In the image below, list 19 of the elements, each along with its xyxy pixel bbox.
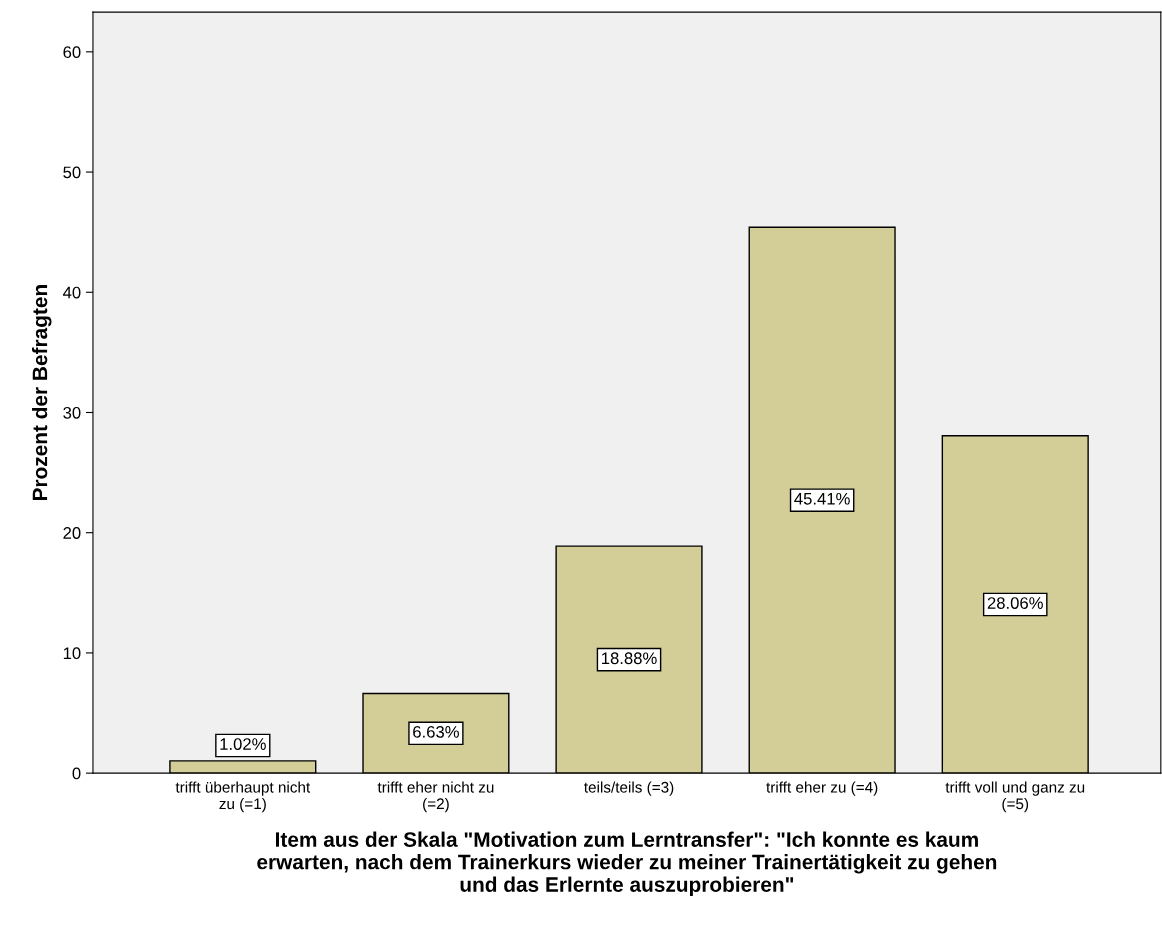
y-tick-label: 20 bbox=[63, 527, 81, 539]
x-tick-label: trifft voll und ganz zu (=5) bbox=[945, 781, 1085, 813]
x-tick-label: trifft eher zu (=4) bbox=[766, 781, 878, 796]
y-tick-label: 30 bbox=[63, 406, 81, 419]
y-tick-label: 60 bbox=[63, 46, 81, 59]
data-label: 28.06% bbox=[987, 597, 1043, 609]
data-label: 6.63% bbox=[413, 725, 459, 738]
y-tick-label: 40 bbox=[63, 286, 81, 299]
x-axis-title: Item aus der Skala "Motivation zum Lerntransfer": "Ich konnte es kaum erwarten, nach dem Trainerkurs wieder zu meiner Trainertätigkeit zu gehen und das Erlernte auszuprobieren" bbox=[257, 831, 997, 896]
data-label: 18.88% bbox=[602, 652, 657, 665]
data-label: 1.02% bbox=[220, 738, 266, 750]
x-tick-label: trifft eher nicht zu (=2) bbox=[377, 781, 494, 813]
x-tick-label: teils/teils (=3) bbox=[584, 781, 674, 796]
y-axis-title: Prozent der Befragten bbox=[32, 285, 52, 501]
x-tick-label: trifft überhaupt nicht zu (=1) bbox=[175, 781, 311, 813]
y-tick-label: 10 bbox=[63, 647, 81, 660]
data-label: 45.41% bbox=[794, 492, 850, 505]
y-tick-label: 50 bbox=[63, 166, 81, 179]
y-tick-label: 0 bbox=[72, 767, 81, 780]
